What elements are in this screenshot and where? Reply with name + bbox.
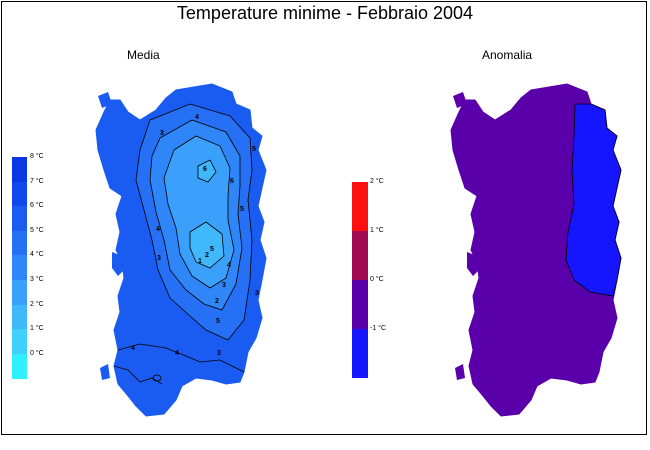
legend-anomalia-label: 2 °C bbox=[370, 178, 384, 185]
legend-media-label: 1 °C bbox=[30, 325, 44, 333]
legend-media-label: 8 °C bbox=[30, 153, 44, 160]
legend-media-swatch bbox=[12, 181, 27, 207]
legend-media-swatch bbox=[12, 329, 27, 355]
contour-label: 3 bbox=[255, 290, 259, 297]
legend-anomalia-label: -1 °C bbox=[370, 325, 387, 332]
legend-anomalia-swatch bbox=[352, 231, 368, 280]
legend-anomalia-swatch bbox=[352, 182, 368, 231]
anomalia-island-southwest bbox=[455, 364, 465, 380]
media-map bbox=[95, 83, 267, 417]
legend-anomalia: 2 °C 1 °C 0 °C -1 °C bbox=[352, 178, 412, 378]
contour-label: 6 bbox=[203, 166, 207, 173]
contour-label: 4 bbox=[175, 350, 179, 357]
anomalia-island-north bbox=[453, 92, 467, 108]
contour-label: 5 bbox=[210, 246, 214, 253]
contour-label: 2 bbox=[215, 298, 219, 305]
media-island-west bbox=[112, 252, 124, 276]
legend-anomalia-swatch bbox=[352, 329, 368, 378]
legend-media-label: 2 °C bbox=[30, 300, 44, 308]
contour-label: 1 bbox=[198, 258, 202, 265]
legend-media-swatch bbox=[12, 206, 27, 232]
anomalia-island-west bbox=[467, 252, 479, 276]
media-island-southwest bbox=[100, 364, 110, 380]
media-panel-title: Media bbox=[127, 48, 160, 62]
anomalia-map bbox=[450, 83, 622, 417]
contour-label: 4 bbox=[131, 345, 135, 352]
contour-label: 4 bbox=[156, 226, 160, 233]
figure-title: Temperature minime - Febbraio 2004 bbox=[176, 3, 474, 23]
contour-label: 4 bbox=[227, 262, 231, 269]
contour-label: 5 bbox=[240, 206, 244, 213]
contour-label: 4 bbox=[195, 114, 199, 121]
legend-media: 8 °C 7 °C 6 °C 5 °C 4 °C 3 °C 2 °C 1 °C 0 °C bbox=[12, 153, 72, 379]
contour-label: 3 bbox=[222, 282, 226, 289]
legend-media-label: 5 °C bbox=[30, 226, 44, 234]
media-contour-south bbox=[117, 343, 245, 373]
legend-media-swatch bbox=[12, 304, 27, 330]
contour-label: 3 bbox=[217, 350, 221, 357]
media-contour-1 bbox=[189, 221, 225, 269]
contour-label: 3 bbox=[160, 130, 164, 137]
contour-label: 2 bbox=[205, 252, 209, 259]
legend-media-swatch bbox=[12, 255, 27, 281]
contour-label: 5 bbox=[252, 146, 256, 153]
contour-label: 5 bbox=[216, 318, 220, 325]
legend-media-label: 7 °C bbox=[30, 177, 44, 185]
legend-anomalia-swatch bbox=[352, 280, 368, 329]
anomalia-panel-title: Anomalia bbox=[482, 48, 533, 62]
media-contour-small bbox=[152, 374, 162, 382]
anomalia-negative-zone bbox=[565, 103, 622, 297]
legend-media-swatch bbox=[12, 230, 27, 256]
legend-media-label: 6 °C bbox=[30, 202, 44, 210]
media-contour-1b bbox=[197, 159, 217, 183]
legend-media-swatch bbox=[12, 280, 27, 306]
legend-media-label: 4 °C bbox=[30, 251, 44, 259]
media-contour-southwest bbox=[113, 365, 163, 385]
legend-media-label: 3 °C bbox=[30, 276, 44, 283]
legend-anomalia-label: 0 °C bbox=[370, 276, 384, 283]
legend-media-swatch bbox=[12, 157, 27, 183]
legend-media-swatch bbox=[12, 353, 27, 379]
legend-anomalia-label: 1 °C bbox=[370, 227, 384, 234]
media-island-north bbox=[98, 92, 112, 108]
contour-label: 6 bbox=[230, 178, 234, 185]
contour-label: 3 bbox=[157, 255, 161, 262]
legend-media-label: 0 °C bbox=[30, 349, 44, 357]
